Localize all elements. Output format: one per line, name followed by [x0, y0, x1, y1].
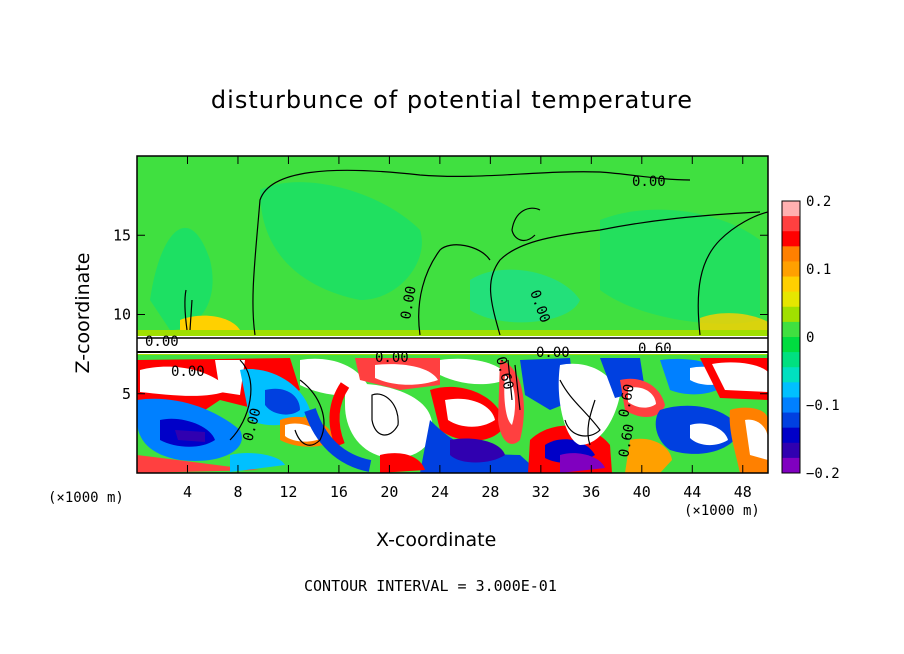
x-tick-label: 36: [582, 483, 600, 501]
y-axis: 5 10 15: [113, 226, 768, 403]
contour-label: 0.00: [145, 334, 179, 350]
contour-lines: [184, 169, 768, 446]
colorbar-swatch: [782, 231, 800, 247]
contour-label: 0.60: [616, 383, 638, 419]
x-tick-label: 44: [683, 483, 701, 501]
colorbar: 0.2 0.1 0 −0.1 −0.2: [781, 194, 840, 482]
colorbar-swatch: [782, 457, 800, 474]
colorbar-swatch: [782, 337, 800, 353]
y-tick-label: 15: [113, 226, 131, 244]
colorbar-swatch: [782, 427, 800, 444]
x-tick-label: 4: [183, 483, 192, 501]
x-tick-label: 48: [734, 483, 752, 501]
colorbar-swatch: [782, 412, 800, 429]
colorbar-tick-label: 0.2: [806, 194, 831, 210]
x-axis-label: X-coordinate: [376, 529, 497, 551]
colorbar-swatch: [782, 321, 800, 338]
contour-label: 0.60: [616, 423, 638, 459]
colorbar-swatch: [782, 216, 800, 232]
colorbar-swatch: [782, 367, 800, 383]
colorbar-swatch: [782, 352, 800, 368]
x-tick-label: 28: [481, 483, 499, 501]
x-tick-label: 12: [279, 483, 297, 501]
colorbar-swatch: [782, 261, 800, 278]
colorbar-frame: [781, 200, 801, 474]
colorbar-tick-label: 0.1: [806, 262, 831, 278]
colorbar-tick-label: −0.2: [806, 466, 840, 482]
colorbar-swatch: [782, 442, 800, 459]
contour-label: 0.00: [536, 345, 570, 361]
colorbar-tick-label: 0: [806, 330, 814, 346]
contour-label: 0.00: [171, 364, 205, 380]
x-unit-label-left: (×1000 m): [48, 490, 124, 506]
colorbar-swatch: [782, 201, 800, 217]
x-tick-label: 24: [431, 483, 449, 501]
x-unit-label-right: (×1000 m): [684, 503, 760, 519]
contour-label: 0.60: [638, 341, 672, 357]
x-tick-label: 8: [233, 483, 242, 501]
colorbar-swatch: [782, 306, 800, 323]
x-axis: 4 8 12 16 20 24 28 32 36 40 44 48: [183, 156, 752, 501]
x-tick-label: 32: [532, 483, 550, 501]
chart-title: disturbunce of potential temperature: [210, 86, 694, 114]
contour-interval-note: CONTOUR INTERVAL = 3.000E-01: [304, 577, 557, 595]
colorbar-swatch: [782, 397, 800, 414]
colorbar-tick-label: −0.1: [806, 398, 840, 414]
contour-label: 0.00: [398, 285, 420, 321]
colorbar-swatch: [782, 382, 800, 398]
x-tick-label: 40: [633, 483, 651, 501]
contour-label: 0.00: [375, 350, 409, 366]
contour-label: 0.00: [632, 174, 666, 190]
x-tick-label: 16: [330, 483, 348, 501]
colorbar-swatch: [782, 276, 800, 293]
y-axis-label: Z-coordinate: [72, 252, 94, 374]
colorbar-swatch: [782, 291, 800, 308]
y-tick-label: 10: [113, 306, 131, 324]
colorbar-swatch: [782, 246, 800, 262]
y-tick-label: 5: [122, 385, 131, 403]
heatmap-field: 0.00 0.00 0.00 0.00 0.00 0.00 0.00 0.00 …: [137, 156, 768, 473]
x-tick-label: 20: [380, 483, 398, 501]
